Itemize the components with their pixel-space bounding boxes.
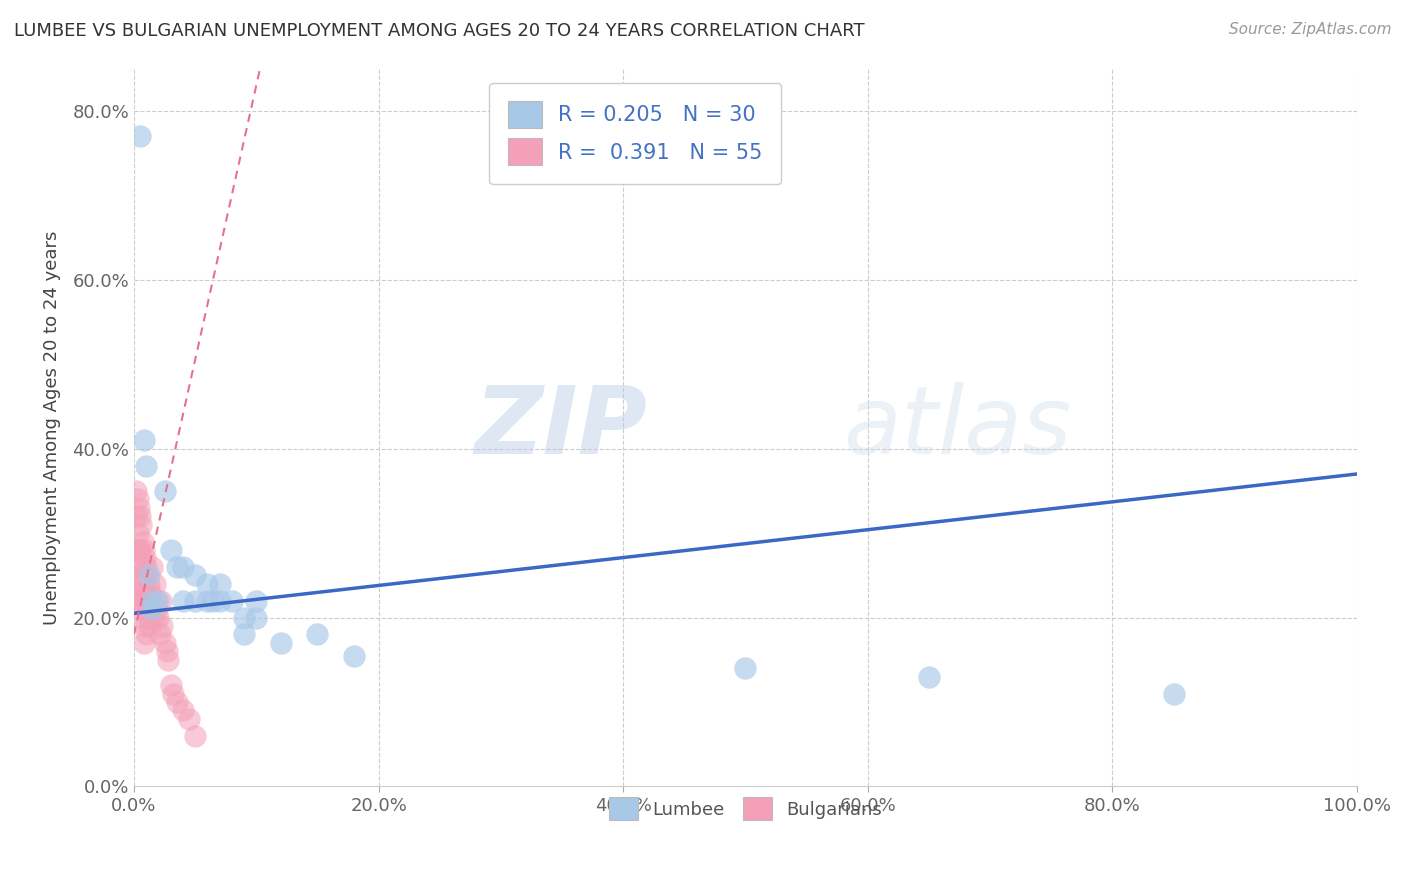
Point xyxy=(132,576,155,591)
Point xyxy=(195,593,218,607)
Point xyxy=(208,576,231,591)
Point xyxy=(195,576,218,591)
Point xyxy=(233,627,256,641)
Point xyxy=(150,619,173,633)
Point xyxy=(149,627,172,641)
Point xyxy=(131,568,153,582)
Point xyxy=(127,526,149,541)
Point xyxy=(128,543,150,558)
Point xyxy=(1163,687,1185,701)
Point xyxy=(153,636,176,650)
Point xyxy=(138,610,160,624)
Point xyxy=(129,129,152,144)
Point xyxy=(139,593,162,607)
Point xyxy=(129,543,152,558)
Point xyxy=(127,593,149,607)
Point xyxy=(184,568,207,582)
Point xyxy=(142,610,165,624)
Point xyxy=(135,627,157,641)
Point xyxy=(138,568,160,582)
Point xyxy=(734,661,756,675)
Point xyxy=(128,576,150,591)
Point xyxy=(136,602,159,616)
Point xyxy=(141,602,163,616)
Point xyxy=(141,560,163,574)
Point xyxy=(221,593,243,607)
Point xyxy=(146,602,169,616)
Point xyxy=(184,729,207,743)
Point xyxy=(177,712,200,726)
Point xyxy=(245,610,267,624)
Point xyxy=(132,543,155,558)
Point xyxy=(145,593,167,607)
Point xyxy=(166,560,188,574)
Point xyxy=(157,653,180,667)
Point xyxy=(131,560,153,574)
Point xyxy=(129,585,152,599)
Point xyxy=(139,619,162,633)
Point xyxy=(139,585,162,599)
Point xyxy=(131,602,153,616)
Point xyxy=(149,593,172,607)
Point xyxy=(918,670,941,684)
Point xyxy=(307,627,329,641)
Point xyxy=(245,593,267,607)
Point xyxy=(148,610,170,624)
Point xyxy=(148,593,170,607)
Point xyxy=(141,593,163,607)
Point xyxy=(343,648,366,663)
Text: ZIP: ZIP xyxy=(475,382,648,474)
Point xyxy=(128,500,150,515)
Point xyxy=(233,610,256,624)
Point xyxy=(132,636,155,650)
Point xyxy=(172,560,194,574)
Point xyxy=(135,560,157,574)
Point xyxy=(127,560,149,574)
Point xyxy=(153,483,176,498)
Point xyxy=(162,687,184,701)
Point xyxy=(202,593,225,607)
Point xyxy=(156,644,179,658)
Point xyxy=(136,568,159,582)
Point xyxy=(172,703,194,717)
Point xyxy=(131,534,153,549)
Point xyxy=(134,585,156,599)
Point xyxy=(135,458,157,473)
Point xyxy=(125,509,148,524)
Point xyxy=(184,593,207,607)
Text: LUMBEE VS BULGARIAN UNEMPLOYMENT AMONG AGES 20 TO 24 YEARS CORRELATION CHART: LUMBEE VS BULGARIAN UNEMPLOYMENT AMONG A… xyxy=(14,22,865,40)
Point xyxy=(172,593,194,607)
Point xyxy=(125,543,148,558)
Point xyxy=(135,593,157,607)
Legend: Lumbee, Bulgarians: Lumbee, Bulgarians xyxy=(595,783,896,835)
Point xyxy=(131,593,153,607)
Point xyxy=(270,636,292,650)
Point xyxy=(131,517,153,532)
Point xyxy=(134,619,156,633)
Point xyxy=(159,543,181,558)
Point xyxy=(132,610,155,624)
Point xyxy=(129,509,152,524)
Point xyxy=(208,593,231,607)
Point xyxy=(141,602,163,616)
Point xyxy=(166,695,188,709)
Point xyxy=(132,433,155,447)
Point xyxy=(134,551,156,566)
Point xyxy=(138,576,160,591)
Point xyxy=(159,678,181,692)
Point xyxy=(127,492,149,507)
Text: atlas: atlas xyxy=(844,382,1071,473)
Y-axis label: Unemployment Among Ages 20 to 24 years: Unemployment Among Ages 20 to 24 years xyxy=(44,230,60,624)
Text: Source: ZipAtlas.com: Source: ZipAtlas.com xyxy=(1229,22,1392,37)
Point xyxy=(125,483,148,498)
Point xyxy=(143,576,166,591)
